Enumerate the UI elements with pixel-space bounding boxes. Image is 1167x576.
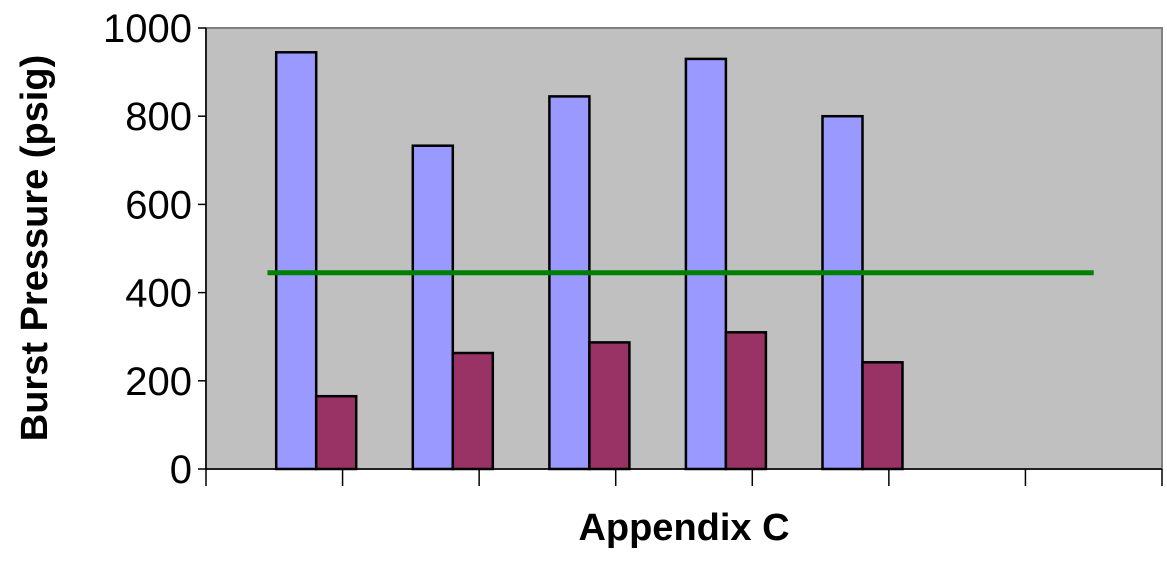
bar-series2-category2 [314,394,358,471]
plot-area [205,27,1163,470]
x-axis-title: Appendix C [578,507,789,549]
y-tick-label: 600 [125,183,192,227]
bar-series1-category2 [274,51,318,471]
bar-series2-category3 [451,351,495,471]
bar-series2-category5 [724,331,768,471]
bar-series1-category4 [548,95,591,471]
y-tick-label: 0 [170,448,192,492]
y-tick-label: 1000 [103,7,192,51]
bars-layer [274,51,904,471]
bar-series2-category4 [588,341,631,471]
bar-series1-category3 [411,144,455,471]
bar-series1-category5 [684,57,728,471]
y-tick-label: 400 [125,272,192,316]
x-tick-layer [205,469,1163,486]
bar-series2-category6 [861,361,904,471]
y-axis-title: Burst Pressure (psig) [14,55,56,441]
y-tick-layer: 0 200 400 600 800 1000 [103,7,206,492]
y-tick-label: 800 [125,95,192,139]
bar-series1-category6 [821,114,864,471]
y-tick-label: 200 [125,360,192,404]
